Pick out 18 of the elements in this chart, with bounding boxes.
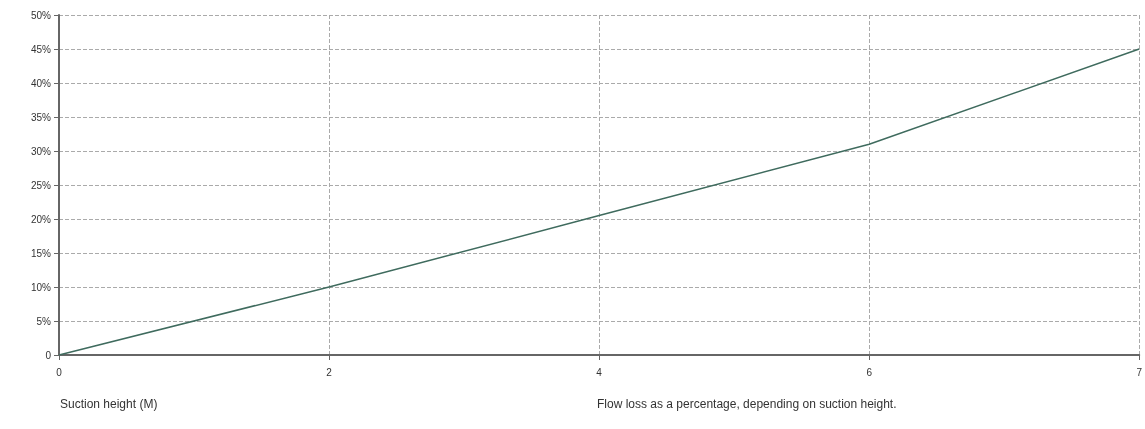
y-tick-label: 10% <box>30 281 52 293</box>
x-tick-label: 7 <box>1136 366 1143 378</box>
y-tick-label: 20% <box>30 213 52 225</box>
y-tick-label: 5% <box>36 315 52 327</box>
x-tick-label: 2 <box>326 366 333 378</box>
x-tick-label: 6 <box>866 366 873 378</box>
y-tick-label: 35% <box>30 111 52 123</box>
y-tick-label: 0 <box>45 349 52 361</box>
x-axis-title: Suction height (M) <box>60 397 158 411</box>
x-tick-label: 4 <box>596 366 603 378</box>
y-tick-label: 50% <box>30 9 52 21</box>
text: Flow loss as a percentage, depending on suction height. <box>597 397 897 411</box>
y-tick-label: 45% <box>30 43 52 55</box>
y-tick-label: 30% <box>30 145 52 157</box>
x-tick-label: 0 <box>56 366 63 378</box>
y-tick-label: 40% <box>30 77 52 89</box>
y-tick-label: 15% <box>30 247 52 259</box>
y-tick-label: 25% <box>30 179 52 191</box>
